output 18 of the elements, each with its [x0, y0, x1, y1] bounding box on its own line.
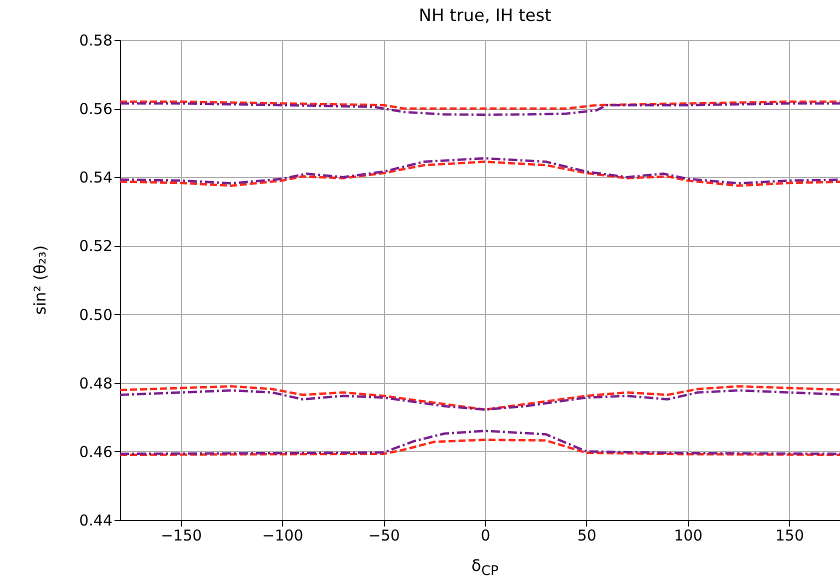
- y-tick-label: 0.56: [79, 100, 112, 118]
- y-tick-label: 0.54: [79, 168, 112, 187]
- y-tick-label: 0.46: [79, 442, 112, 461]
- y-tick-label: 0.48: [79, 374, 112, 392]
- x-tick-label: 50: [577, 526, 596, 544]
- y-tick-label: 0.52: [79, 237, 112, 256]
- x-tick-label: 100: [674, 526, 703, 544]
- y-tick-label: 0.50: [79, 306, 112, 324]
- chart-title: NH true, IH test: [418, 6, 552, 26]
- x-axis-title: δ$_{CP}$: [471, 556, 499, 580]
- x-tick-label: 0: [480, 526, 490, 544]
- y-tick-label: 0.58: [79, 32, 112, 50]
- x-tick-label: −150: [160, 526, 202, 544]
- x-tick-label: −100: [262, 526, 304, 544]
- y-tick-label: 0.44: [79, 512, 112, 530]
- x-tick-label: 150: [775, 526, 804, 544]
- x-tick-label: −50: [368, 526, 400, 544]
- y-axis-title: sin² (θ₂₃): [30, 245, 50, 315]
